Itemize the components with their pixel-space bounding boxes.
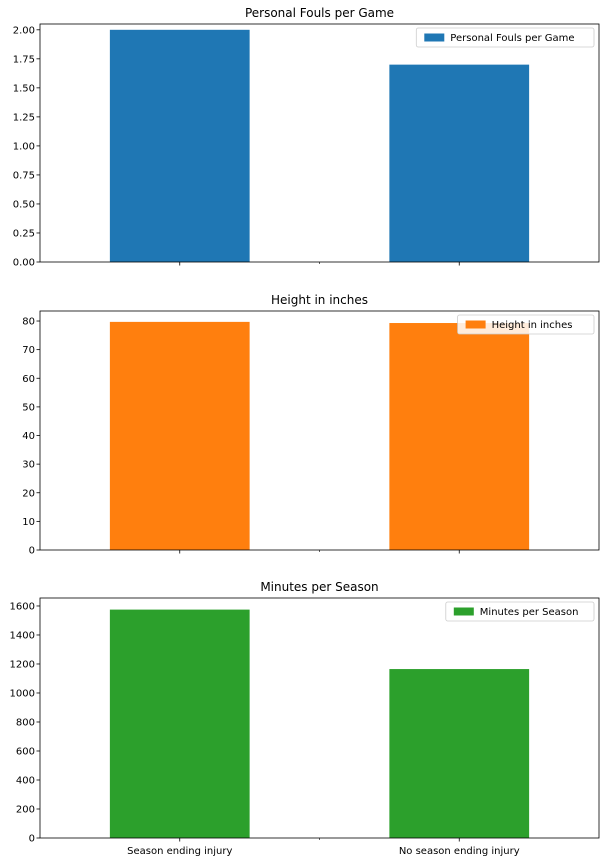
bar [109,29,250,263]
bar [389,669,530,838]
legend-box [457,314,595,335]
y-tick-label: 10 [22,517,35,528]
bar [109,321,250,550]
y-tick-label: 0.25 [13,228,35,239]
y-tick-label: 0 [29,546,35,557]
y-tick-label: 0.75 [13,170,35,181]
legend-label: Personal Fouls per Game [450,33,574,44]
legend-swatch [465,320,486,329]
y-tick-label: 20 [22,488,35,499]
y-tick-label: 0.00 [13,258,35,269]
y-tick-label: 600 [16,746,35,757]
legend: Minutes per Season [445,601,595,622]
y-tick-label: 40 [22,431,35,442]
y-tick-label: 0.50 [13,199,35,210]
y-tick-label: 1000 [10,688,35,699]
y-tick-label: 1400 [10,630,35,641]
y-tick-label: 1600 [10,601,35,612]
bar [389,64,530,262]
chart-title: Personal Fouls per Game [245,6,394,20]
chart-title: Minutes per Season [260,580,378,594]
legend: Personal Fouls per Game [415,27,595,48]
legend-label: Minutes per Season [480,607,579,618]
y-tick-label: 80 [22,317,35,328]
legend-swatch [453,607,474,616]
x-tick-label: Season ending injury [127,846,232,857]
bar [109,609,250,838]
chart-panel: 0 10 20 30 40 50 60 70 80 Height in inches Height … [22,293,600,557]
chart-panel: 0.00 0.25 0.50 0.75 1.00 1.25 1.50 1.75 2.00 Pers… [13,6,600,269]
y-tick-label: 0 [29,834,35,845]
chart-panel: 0 200 400 600 800 1000 1200 1400 1600 Season endi… [10,580,600,857]
legend-box [415,27,595,48]
y-tick-label: 70 [22,345,35,356]
y-tick-label: 1200 [10,659,35,670]
bar [389,323,530,550]
legend-label: Height in inches [492,320,573,331]
y-tick-label: 1.75 [13,54,35,65]
y-tick-label: 1.50 [13,83,35,94]
legend-swatch [424,33,445,42]
y-tick-label: 30 [22,460,35,471]
legend-box [445,601,595,622]
y-tick-label: 60 [22,374,35,385]
legend: Height in inches [457,314,595,335]
x-tick-label: No season ending injury [399,846,520,857]
y-tick-label: 400 [16,775,35,786]
y-tick-label: 50 [22,402,35,413]
y-tick-label: 1.00 [13,141,35,152]
chart-title: Height in inches [271,293,368,307]
y-tick-label: 200 [16,804,35,815]
y-tick-label: 1.25 [13,112,35,123]
y-tick-label: 800 [16,717,35,728]
y-tick-label: 2.00 [13,25,35,36]
